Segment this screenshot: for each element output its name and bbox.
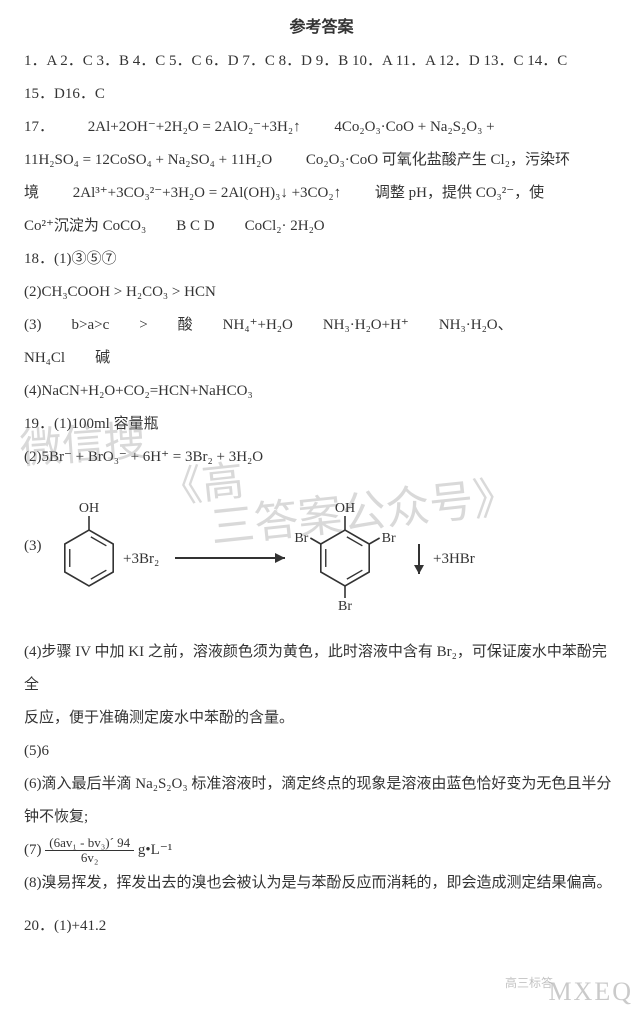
q19-7-num: (6av₁ - bv₃)´ 94 xyxy=(45,836,134,851)
q19-7-fraction: (6av₁ - bv₃)´ 94 6v₂ xyxy=(45,836,134,866)
q19-7-prefix: (7) xyxy=(24,842,45,858)
q19-7-unit: g•L⁻¹ xyxy=(138,842,172,858)
q17-line: 11H₂SO₄ = 12CoSO₄ + Na₂SO₄ + 11H₂O Co₂O₃… xyxy=(24,144,619,177)
q17-line: 17． 2Al+2OH⁻+2H₂O = 2AlO₂⁻+3H₂↑ 4Co₂O₃·C… xyxy=(24,111,619,144)
svg-text:Br: Br xyxy=(382,531,396,546)
svg-text:OH: OH xyxy=(79,501,99,516)
svg-text:+3HBr: +3HBr xyxy=(433,551,475,567)
q17-eq3-post: 调整 pH，提供 CO₃²⁻，使 xyxy=(375,185,544,201)
q18-3b: NH₄Cl 碱 xyxy=(24,342,619,375)
q17-eq2-post: Co₂O₃·CoO 可氧化盐酸产生 Cl₂，污染环 xyxy=(306,152,570,168)
q18-4: (4)NaCN+H₂O+CO₂=HCN+NaHCO₃ xyxy=(24,375,619,408)
svg-text:OH: OH xyxy=(335,501,355,516)
q19-2: (2)5Br⁻ + BrO₃⁻ + 6H⁺ = 3Br₂ + 3H₂O xyxy=(24,441,619,474)
q17-eq1-pre: 2Al+2OH⁻+2H₂O = 2AlO₂⁻+3H₂↑ xyxy=(88,119,301,135)
q19-7-den: 6v₂ xyxy=(45,851,134,865)
q17-prefix: 17． xyxy=(24,119,54,135)
q17-eq3-pre: 境 xyxy=(24,185,39,201)
svg-text:Br: Br xyxy=(338,599,352,614)
q17-eq1-post: 4Co₂O₃·CoO + Na₂S₂O₃ + xyxy=(334,119,494,135)
answers-line-2: 15．D16．C xyxy=(24,78,619,111)
q18-2: (2)CH₃COOH > H₂CO₃ > HCN xyxy=(24,276,619,309)
q17-eq2-pre: 11H₂SO₄ = 12CoSO₄ + Na₂SO₄ + 11H₂O xyxy=(24,152,272,168)
q19-4: (4)步骤 IV 中加 KI 之前，溶液颜色须为黄色，此时溶液中含有 Br₂，可… xyxy=(24,636,619,702)
q17-line: Co²⁺沉淀为 CoCO₃ B C D CoCl₂· 2H₂O xyxy=(24,210,619,243)
q18-1: 18．(1)③⑤⑦ xyxy=(24,243,619,276)
q17-line: 境 2Al³⁺+3CO₃²⁻+3H₂O = 2Al(OH)₃↓ +3CO₂↑ 调… xyxy=(24,177,619,210)
q19-8: (8)溴易挥发，挥发出去的溴也会被认为是与苯酚反应而消耗的，即会造成测定结果偏高… xyxy=(24,867,619,900)
q19-6: (6)滴入最后半滴 Na₂S₂O₃ 标准溶液时，滴定终点的现象是溶液由蓝色恰好变… xyxy=(24,768,619,801)
q18-3: (3) b>a>c > 酸 NH₄⁺+H₂O NH₃·H₂O+H⁺ NH₃·H₂… xyxy=(24,309,619,342)
page-title: 参考答案 xyxy=(24,10,619,45)
q19-3-prefix: (3) xyxy=(24,530,42,563)
q17-eq3-mid: 2Al³⁺+3CO₃²⁻+3H₂O = 2Al(OH)₃↓ +3CO₂↑ xyxy=(73,185,341,201)
q19-4b: 反应，便于准确测定废水中苯酚的含量。 xyxy=(24,702,619,735)
watermark-small: 高三标答 xyxy=(505,970,553,996)
q19-6b: 钟不恢复; xyxy=(24,801,619,834)
q19-3-diagram: (3) OH +3Br₂ OH Br Br Br +3HBr xyxy=(24,480,619,630)
answers-line-1: 1．A 2．C 3．B 4．C 5．C 6．D 7．C 8．D 9．B 10．A… xyxy=(24,45,619,78)
watermark-logo: MXEQ xyxy=(548,963,633,1020)
q19-7: (7) (6av₁ - bv₃)´ 94 6v₂ g•L⁻¹ xyxy=(24,834,619,867)
q19-1: 19．(1)100ml 容量瓶 xyxy=(24,408,619,441)
svg-text:Br: Br xyxy=(294,531,308,546)
svg-text:+3Br₂: +3Br₂ xyxy=(123,551,159,567)
reaction-svg: OH +3Br₂ OH Br Br Br +3HBr xyxy=(24,480,584,630)
q20: 20．(1)+41.2 xyxy=(24,910,619,943)
q19-5: (5)6 xyxy=(24,735,619,768)
